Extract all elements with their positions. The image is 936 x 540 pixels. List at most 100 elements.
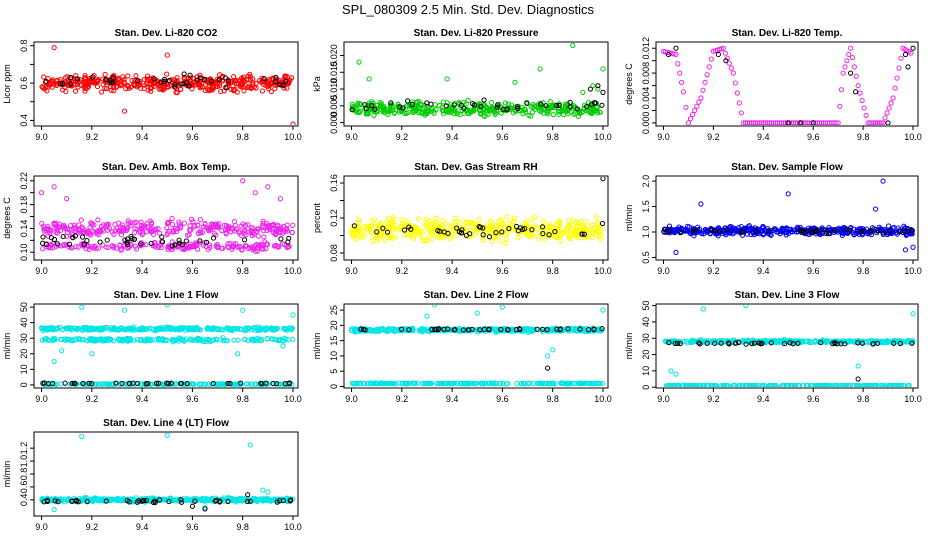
data-point (700, 87, 706, 93)
data-point (668, 368, 674, 374)
data-point (570, 43, 576, 48)
y-tick-label: 1.0 (19, 455, 29, 468)
data-point (432, 221, 438, 228)
x-tick-label: 9.2 (707, 394, 720, 404)
data-point (58, 81, 64, 87)
data-point (289, 75, 295, 81)
data-point (138, 219, 144, 225)
x-tick-label: 9.0 (657, 132, 670, 142)
data-point (142, 82, 148, 88)
data-point (437, 380, 443, 386)
data-point (424, 100, 430, 106)
data-point (51, 358, 57, 365)
data-point (855, 82, 861, 89)
data-point (260, 220, 266, 226)
data-point (749, 341, 755, 347)
data-point (225, 80, 231, 86)
data-point (252, 381, 258, 387)
data-point (248, 225, 254, 231)
data-point (123, 86, 129, 92)
data-point (403, 328, 409, 334)
data-point (214, 241, 220, 248)
data-point (458, 230, 465, 236)
data-point (580, 326, 586, 332)
data-point (105, 221, 111, 227)
x-tick-label: 9.0 (35, 132, 48, 142)
data-point (753, 228, 759, 234)
data-point (534, 326, 540, 332)
data-point (138, 222, 145, 228)
data-point (686, 224, 692, 230)
data-point (242, 243, 249, 249)
data-point (258, 336, 264, 342)
data-point (421, 228, 427, 234)
data-point (223, 85, 229, 91)
data-point (599, 220, 606, 227)
data-point (272, 230, 278, 236)
data-point (109, 243, 115, 249)
data-point (213, 381, 220, 387)
data-point (156, 336, 162, 342)
data-point (290, 312, 296, 318)
data-point (595, 86, 601, 92)
data-point (207, 244, 213, 250)
data-point (125, 73, 131, 79)
data-point (164, 52, 170, 58)
page-title: SPL_080309 2.5 Min. Std. Dev. Diagnostic… (342, 2, 594, 17)
data-point (67, 74, 74, 81)
data-point (186, 227, 193, 233)
data-point (218, 88, 224, 95)
data-point (126, 220, 132, 226)
data-point (441, 381, 448, 387)
data-point (190, 218, 196, 225)
data-point (853, 89, 859, 95)
data-point (85, 81, 91, 87)
data-point (46, 82, 52, 88)
data-point (753, 383, 759, 387)
data-point (443, 108, 449, 114)
data-point (374, 103, 380, 109)
data-point (575, 113, 581, 120)
data-point (181, 246, 187, 253)
data-point (738, 110, 744, 116)
data-point (160, 85, 166, 91)
data-point (90, 326, 96, 332)
data-point (846, 51, 852, 58)
y-tick-label: 0 (641, 385, 651, 390)
data-point (248, 85, 254, 92)
data-point (433, 215, 439, 221)
y-tick-label: 0.010 (329, 78, 339, 101)
data-point (428, 108, 434, 114)
data-point (99, 89, 105, 95)
data-point (765, 230, 771, 237)
data-point (72, 224, 78, 230)
data-point (88, 232, 94, 238)
data-point (123, 336, 129, 343)
data-point (600, 89, 606, 96)
data-point (576, 327, 582, 333)
data-point (700, 306, 707, 312)
data-point (600, 307, 606, 313)
y-tick-label: 0.18 (19, 196, 29, 214)
data-point (62, 380, 68, 386)
data-point (405, 231, 411, 237)
data-point (581, 380, 587, 387)
data-point (202, 239, 208, 246)
data-point (499, 221, 505, 227)
data-point (280, 343, 286, 349)
data-point (135, 78, 141, 84)
data-point (689, 337, 695, 343)
data-point (378, 232, 384, 238)
data-point (290, 121, 296, 125)
data-point (712, 340, 718, 346)
data-point (789, 229, 796, 235)
data-point (745, 224, 751, 230)
data-point (485, 111, 491, 117)
data-point (72, 380, 78, 387)
data-point (910, 45, 916, 51)
data-point (131, 230, 138, 236)
data-point (507, 327, 513, 333)
data-point (698, 201, 704, 207)
data-point (595, 380, 601, 387)
data-point (380, 225, 386, 231)
